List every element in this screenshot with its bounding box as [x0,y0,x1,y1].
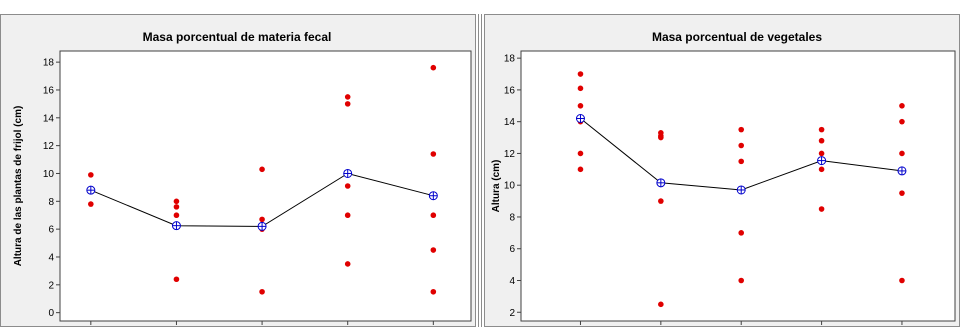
chart-right-data-point [899,150,905,157]
chart-right-plot-area [520,50,956,322]
chart-right-mean-marker [817,156,827,166]
chart-left-data-point [173,276,180,283]
chart-right-mean-marker [897,166,907,176]
chart-right-data-point [818,206,825,212]
chart-left-data-point [259,166,265,173]
chart-left-data-point [259,216,265,223]
panel-divider [478,14,482,327]
chart-left-svg: Masa porcentual de materia fecal 0 2 4 6 8 10 1… [13,30,472,328]
chart-left-data-point [88,201,94,207]
chart-left-ytick-label: 12 [43,141,55,152]
chart-left-data-point [344,94,351,100]
chart-left-mean-marker [428,191,438,201]
chart-right-data-point [577,102,584,109]
chart-left-mean-marker [86,185,96,195]
chart-left-ytick-label: 8 [48,197,54,208]
chart-left-data-point [173,198,180,205]
chart-right-svg: Masa porcentual de vegetales 2 4 6 8 10 12 14 16… [491,30,956,328]
chart-right-data-point [818,166,825,173]
chart-right-ytick-label: 2 [509,308,515,319]
chart-right-data-point [577,85,584,92]
chart-right-data-point [899,118,905,125]
chart-right-data-point [818,126,825,133]
chart-panel-left: Masa porcentual de materia fecal 0 2 4 6 8 10 1… [0,14,476,328]
chart-left-data-point [173,212,180,219]
chart-right-data-point [658,301,664,308]
chart-left-data-point [173,204,180,210]
chart-left-ytick-label: 16 [43,85,55,96]
chart-right-data-point [899,277,905,284]
chart-left-ytick-label: 6 [48,225,54,236]
chart-left-ytick-label: 10 [43,169,55,180]
chart-right-ytick-label: 8 [509,212,515,223]
chart-right-data-point [738,277,745,284]
chart-right-data-point [738,158,745,165]
chart-left-plot-area [59,50,472,322]
chart-left-data-point [430,64,437,71]
chart-left-data-point [344,183,351,189]
chart-left-data-point [430,151,437,157]
chart-right-ytick-label: 18 [504,54,516,65]
chart-left-ytick-label: 18 [43,58,55,69]
chart-panel-right: Masa porcentual de vegetales 2 4 6 8 10 12 14 16… [484,14,960,328]
chart-right-data-point [577,166,584,173]
chart-right-data-point [738,230,745,236]
chart-left-data-point [344,101,351,107]
chart-left-mean-marker [343,168,353,178]
chart-left-data-point [344,261,351,267]
chart-right-mean-marker [575,114,585,123]
chart-left-ytick-label: 4 [48,252,54,263]
chart-right-ytick-label: 4 [509,276,515,287]
chart-left-mean-marker [257,221,267,231]
chart-left-data-point [430,288,437,295]
chart-left-ylabel: Altura de las plantas de frijol (cm) [13,106,24,267]
chart-left-title: Masa porcentual de materia fecal [143,30,332,44]
chart-right-data-point [738,126,745,133]
chart-left-ytick-label: 2 [48,280,54,291]
chart-left-data-point [88,172,94,178]
chart-left-data-point [430,212,437,219]
chart-right-data-point [658,134,664,141]
chart-right-title: Masa porcentual de vegetales [652,30,822,44]
chart-right-data-point [899,190,905,196]
chart-right-data-point [899,102,905,109]
chart-right-data-point [658,198,664,204]
chart-left-data-point [259,288,265,295]
chart-left-ytick-label: 14 [43,113,55,124]
chart-right-data-point [818,150,825,157]
chart-right-ytick-label: 12 [504,149,516,160]
chart-right-data-point [738,142,745,149]
chart-right-ylabel: Altura (cm) [491,160,502,213]
chart-right-ytick-label: 16 [504,85,516,96]
chart-right-ytick-label: 6 [509,244,515,255]
chart-right-data-point [577,71,584,77]
chart-right-ytick-label: 14 [504,117,516,128]
chart-left-mean-marker [171,221,181,231]
chart-left-data-point [344,212,351,219]
chart-right-data-point [577,150,584,157]
chart-right-mean-marker [656,178,666,188]
chart-right-ytick-label: 10 [504,181,516,192]
chart-left-data-point [430,247,437,253]
chart-left-ytick-label: 0 [48,308,54,319]
chart-right-data-point [818,137,825,144]
chart-right-mean-marker [736,185,746,195]
